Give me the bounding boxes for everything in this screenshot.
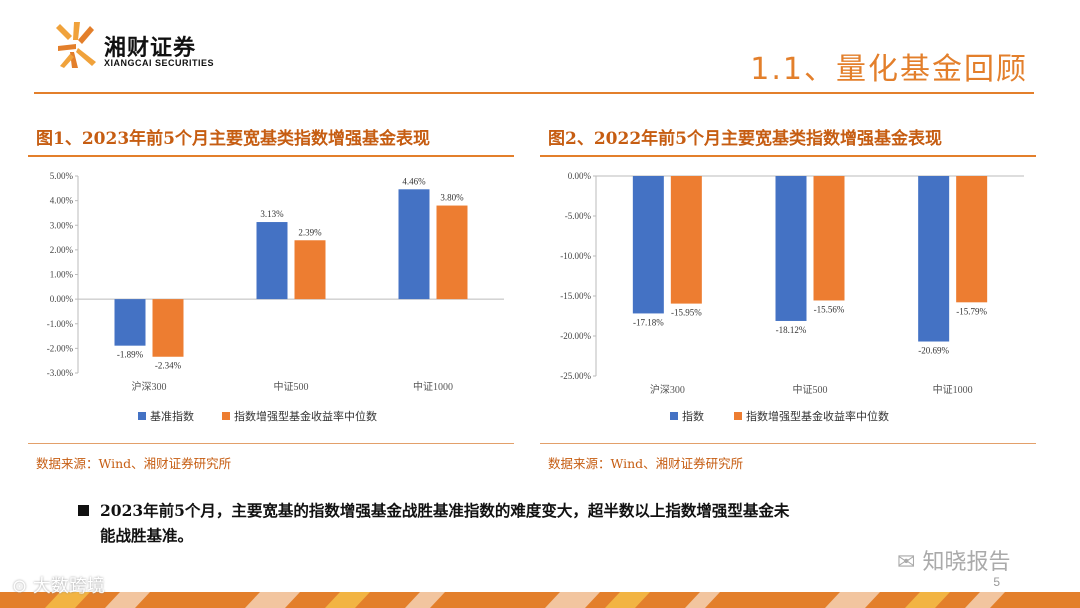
bullet-line-2: 能战胜基准。 <box>100 526 194 545</box>
chart-1: 5.00% 4.00% 3.00% 2.00% 1.00% 0.00% -1.00% -2.0… <box>47 171 504 423</box>
data-label: 3.80% <box>440 193 464 203</box>
data-label: -1.89% <box>117 350 144 360</box>
bar-index <box>775 176 807 321</box>
data-label: 3.13% <box>260 209 284 219</box>
data-label: -17.18% <box>633 317 664 327</box>
watermark-dashu-text: 大数跨境 <box>32 576 105 597</box>
bullet-text: 2023年前5个月，主要宽基的指数增强基金战胜基准指数的难度变大，超半数以上指数… <box>100 498 1000 548</box>
y-tick-label: -25.00% <box>560 371 591 381</box>
bar-index <box>114 299 146 346</box>
category-label: 沪深300 <box>650 383 685 396</box>
y-tick-label: 4.00% <box>50 196 74 206</box>
footer-stripe <box>0 592 1080 608</box>
company-name-en: XIANGCAI SECURITIES <box>104 58 215 68</box>
company-name-cn: 湘财证券 <box>104 36 197 61</box>
chart-2: 0.00% -5.00% -10.00% -15.00% -20.00% -25.00% -… <box>560 171 1024 423</box>
figure-2-title: 图2、2022年前5个月主要宽基类指数增强基金表现 <box>548 129 942 149</box>
y-tick-label: 5.00% <box>50 171 74 181</box>
category-label: 中证1000 <box>413 380 453 393</box>
data-label: -15.79% <box>956 306 987 316</box>
legend-swatch <box>670 412 678 420</box>
bar-index <box>632 176 664 314</box>
data-label: 4.46% <box>402 176 426 186</box>
data-label: -15.56% <box>814 304 845 314</box>
figure-1-title: 图1、2023年前5个月主要宽基类指数增强基金表现 <box>36 129 430 149</box>
data-label: -18.12% <box>776 325 807 335</box>
watermark-zhixiao-text: 知晓报告 <box>922 550 1011 575</box>
data-label: -15.95% <box>671 308 702 318</box>
y-tick-label: -2.00% <box>47 343 74 353</box>
y-tick-label: 2.00% <box>50 245 74 255</box>
watermark-logo-icon: ⊙ <box>12 576 28 597</box>
bullet-line-1: 2023年前5个月，主要宽基的指数增强基金战胜基准指数的难度变大，超半数以上指数… <box>100 501 790 520</box>
page-title: 1.1、量化基金回顾 <box>750 52 1028 87</box>
figure-2-source: 数据来源：Wind、湘财证券研究所 <box>548 456 744 471</box>
bar-fund-median <box>956 176 988 303</box>
page-number: 5 <box>993 575 1000 589</box>
y-tick-label: -15.00% <box>560 291 591 301</box>
y-tick-label: 0.00% <box>50 294 74 304</box>
legend-label: 指数增强型基金收益率中位数 <box>234 409 377 423</box>
figure-2-source-rule <box>540 443 1036 444</box>
bar-fund-median <box>813 176 845 301</box>
figure-1-source: 数据来源：Wind、湘财证券研究所 <box>36 456 232 471</box>
category-label: 中证500 <box>793 383 828 396</box>
legend-swatch <box>138 412 146 420</box>
legend-swatch <box>222 412 230 420</box>
category-label: 中证1000 <box>933 383 973 396</box>
y-tick-label: -5.00% <box>565 211 592 221</box>
legend-label: 基准指数 <box>150 409 194 423</box>
xiangcai-logo-icon <box>56 22 96 68</box>
y-tick-label: -10.00% <box>560 251 591 261</box>
bar-index <box>398 189 430 300</box>
bar-fund-median <box>436 205 468 300</box>
category-label: 沪深300 <box>132 380 167 393</box>
y-tick-label: -20.00% <box>560 331 591 341</box>
wechat-icon: ✉ <box>897 550 916 575</box>
bar-fund-median <box>152 299 184 357</box>
watermark-zhixiao: ✉ 知晓报告 <box>897 544 1010 576</box>
legend-swatch <box>734 412 742 420</box>
header-divider <box>34 92 1034 94</box>
legend-label: 指数增强型基金收益率中位数 <box>746 409 889 423</box>
category-label: 中证500 <box>274 380 309 393</box>
bar-index <box>256 222 288 300</box>
y-tick-label: 1.00% <box>50 270 74 280</box>
figure-2-rule <box>540 155 1036 157</box>
legend-label: 指数 <box>682 409 704 423</box>
y-tick-label: -1.00% <box>47 319 74 329</box>
bar-index <box>918 176 950 342</box>
watermark-dashu: ⊙ 大数跨境 <box>12 572 105 598</box>
data-label: 2.39% <box>298 227 322 237</box>
y-tick-label: 0.00% <box>568 171 592 181</box>
bar-fund-median <box>670 176 702 304</box>
figure-1-source-rule <box>28 443 514 444</box>
bar-fund-median <box>294 240 326 300</box>
y-tick-label: 3.00% <box>50 220 74 230</box>
data-label: -20.69% <box>918 346 949 356</box>
y-tick-label: -3.00% <box>47 368 74 378</box>
bullet-marker <box>78 505 89 516</box>
figure-1-rule <box>28 155 514 157</box>
data-label: -2.34% <box>155 361 182 371</box>
